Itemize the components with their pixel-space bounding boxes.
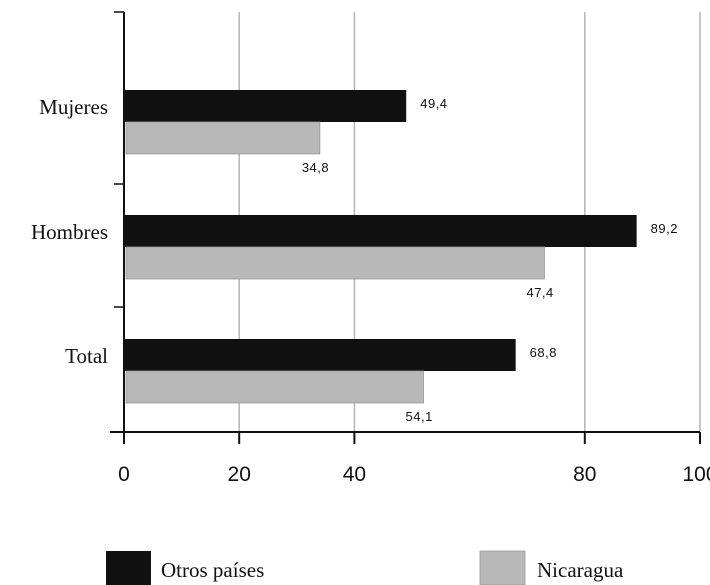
x-tick-label: 80 <box>573 463 596 486</box>
legend-swatch <box>479 550 526 585</box>
category-label: Hombres <box>31 220 108 244</box>
category-label: Mujeres <box>39 95 108 119</box>
bar <box>125 370 424 404</box>
data-label: 49,4 <box>420 96 447 111</box>
bar <box>124 339 516 371</box>
data-label: 89,2 <box>651 221 678 236</box>
legend-swatch <box>106 551 151 585</box>
data-label: 54,1 <box>406 409 433 424</box>
bar <box>124 215 637 247</box>
data-label: 68,8 <box>530 345 557 360</box>
axes <box>110 11 701 444</box>
legend: Otros países Nicaragua <box>106 550 624 585</box>
x-tick-label: 40 <box>343 463 366 486</box>
labels: 49,4 34,8 Mujeres 89,2 47,4 Hombres 68,8 54,1 To… <box>31 95 710 486</box>
data-label: 34,8 <box>302 160 329 175</box>
x-tick-label: 20 <box>228 463 251 486</box>
bar <box>124 90 407 122</box>
bars <box>124 90 637 404</box>
bar <box>125 121 321 155</box>
data-label: 47,4 <box>526 285 553 300</box>
x-tick-label: 100 <box>682 463 710 486</box>
x-tick-label: 0 <box>118 463 130 486</box>
legend-label: Otros países <box>161 558 264 582</box>
category-label: Total <box>65 344 108 368</box>
legend-label: Nicaragua <box>537 558 624 582</box>
bar <box>125 246 545 280</box>
